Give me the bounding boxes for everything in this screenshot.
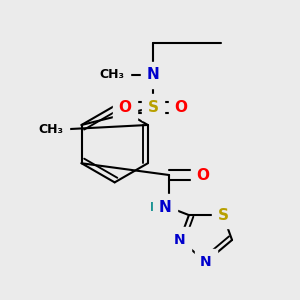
Text: CH₃: CH₃ (99, 68, 124, 81)
Text: CH₃: CH₃ (39, 123, 64, 136)
Text: H: H (150, 201, 160, 214)
Text: N: N (200, 255, 212, 269)
Text: O: O (118, 100, 131, 115)
Text: S: S (147, 100, 158, 115)
Text: N: N (147, 68, 159, 82)
Text: O: O (196, 167, 209, 182)
Text: N: N (174, 233, 186, 247)
Text: S: S (218, 208, 229, 223)
Text: O: O (174, 100, 188, 115)
Text: N: N (158, 200, 171, 215)
